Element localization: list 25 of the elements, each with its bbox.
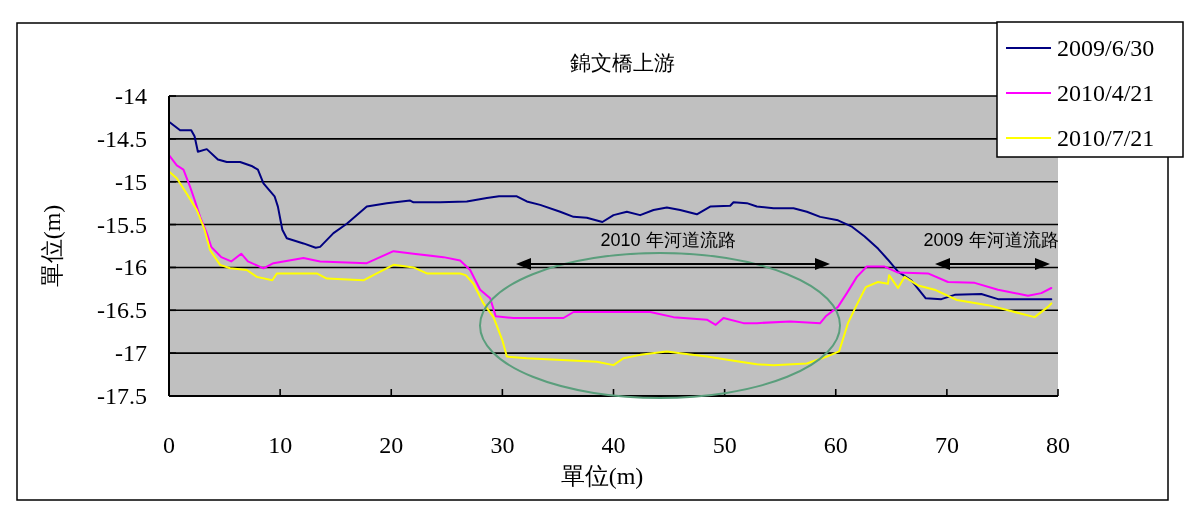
- x-tick-label: 10: [268, 432, 293, 458]
- annotation: 2009 年河道流路: [923, 230, 1059, 250]
- y-tick-label: -14.5: [97, 125, 147, 152]
- y-tick-label: -15.5: [97, 211, 147, 238]
- y-tick-label: -16: [115, 254, 147, 281]
- y-tick-label: -17: [115, 340, 147, 367]
- x-tick-label: 80: [1046, 432, 1070, 458]
- x-axis-title: 單位(m): [560, 463, 644, 489]
- y-axis-title: 單位(m): [39, 204, 65, 288]
- y-tick-label: -17.5: [97, 383, 147, 409]
- annotation: 2010 年河道流路: [600, 230, 736, 250]
- x-tick-label: 50: [712, 432, 737, 458]
- x-tick-label: 40: [601, 432, 626, 458]
- x-tick-label: 20: [379, 432, 404, 458]
- y-tick-label: -14: [115, 83, 147, 109]
- x-tick-label: 0: [163, 432, 175, 458]
- chart-title: 錦文橋上游: [569, 51, 675, 75]
- legend-label: 2009/6/30: [1057, 35, 1155, 61]
- legend-label: 2010/4/21: [1057, 80, 1155, 106]
- x-tick-label: 70: [934, 432, 959, 458]
- x-tick-label: 30: [490, 432, 515, 458]
- x-tick-label: 60: [823, 432, 848, 458]
- legend-label: 2010/7/21: [1057, 125, 1155, 151]
- y-tick-label: -16.5: [97, 297, 147, 324]
- y-tick-label: -15: [115, 168, 147, 195]
